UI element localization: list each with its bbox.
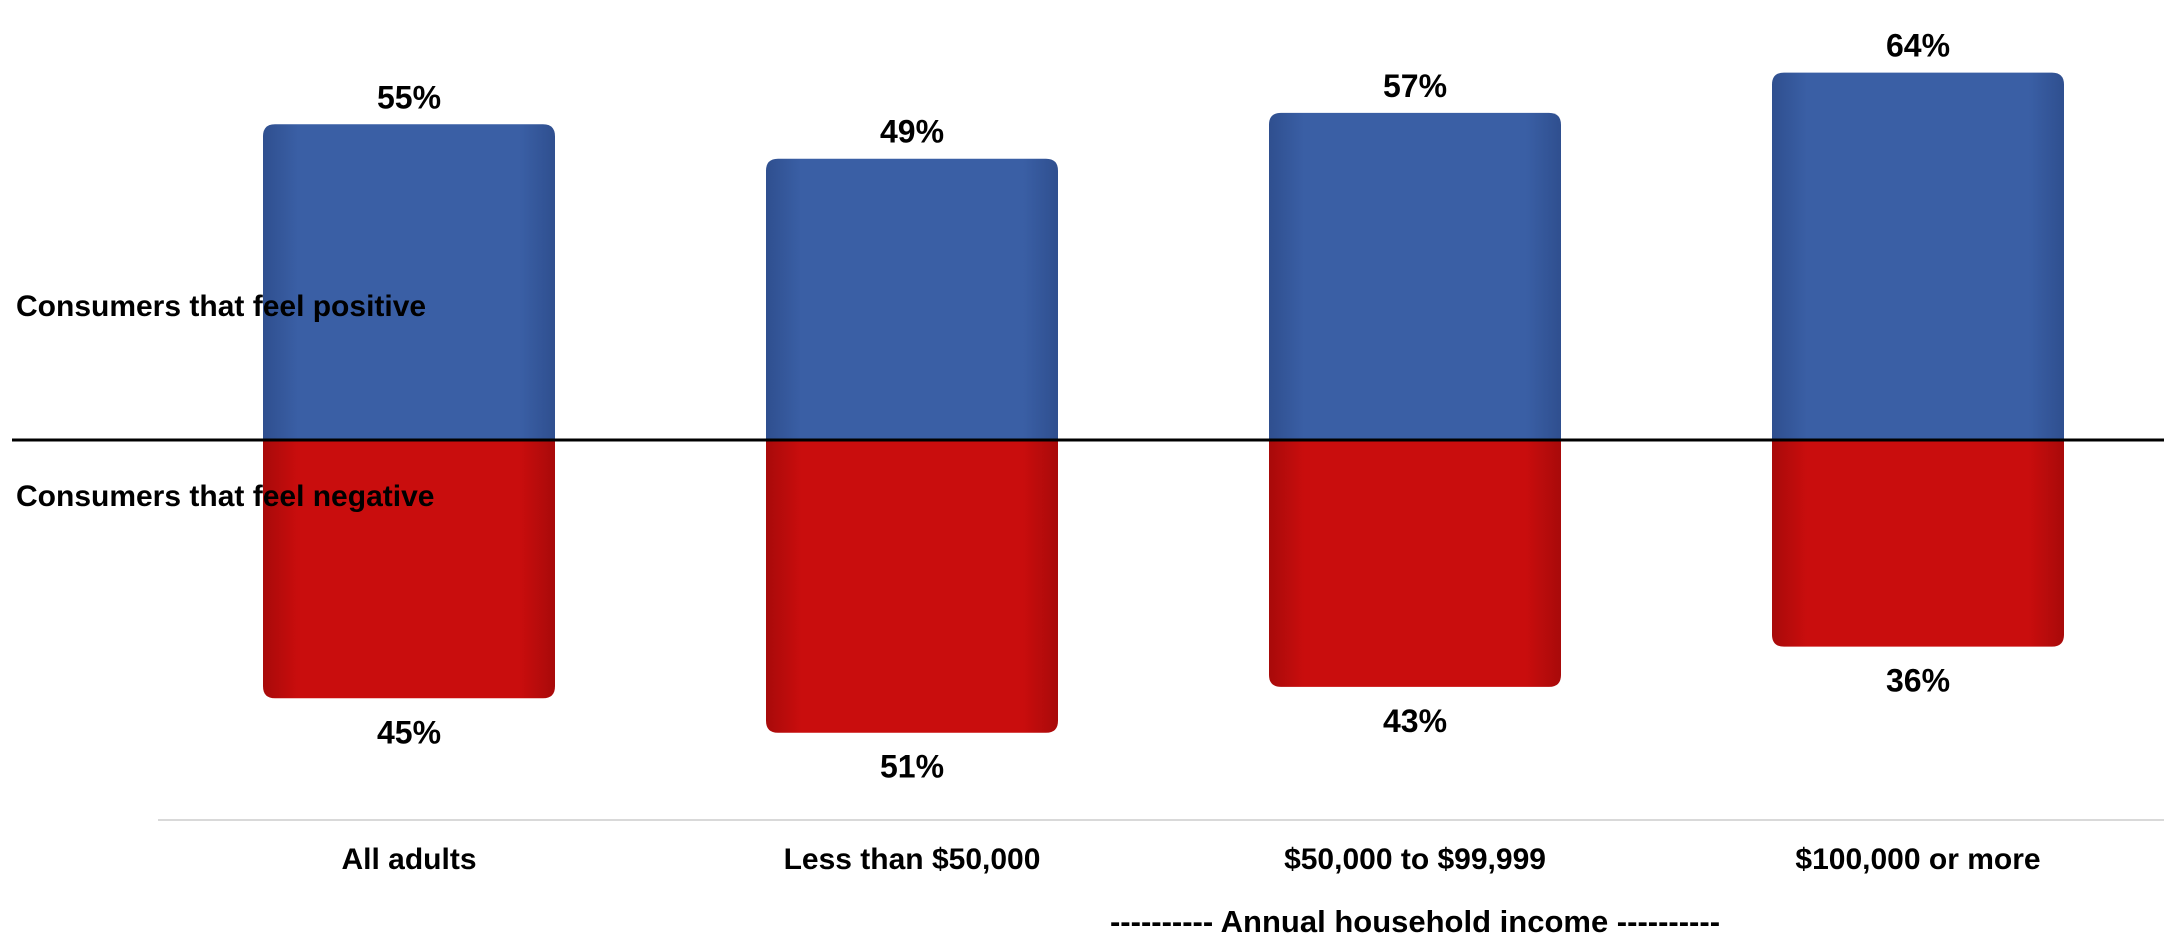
bar-positive-50-000-to-99-999 — [1269, 112, 1561, 440]
data-label-positive-50-000-to-99-999: 57% — [1383, 68, 1447, 104]
bar-positive-100-000-or-more — [1772, 72, 2064, 440]
bar-negative-all-adults — [263, 440, 555, 699]
category-label-all-adults: All adults — [341, 843, 476, 876]
category-label-100-000-or-more: $100,000 or more — [1795, 843, 2040, 876]
x-axis-title: ---------- Annual household income -----… — [1110, 904, 1720, 939]
bar-positive-less-than-50-000 — [766, 158, 1058, 441]
data-label-negative-50-000-to-99-999: 43% — [1383, 703, 1447, 739]
legend-negative-label: Consumers that feel negative — [16, 480, 435, 513]
bar-positive-all-adults — [263, 124, 555, 441]
data-label-negative-all-adults: 45% — [377, 714, 441, 750]
data-label-negative-less-than-50-000: 51% — [880, 749, 944, 785]
legend-positive-label: Consumers that feel positive — [16, 290, 427, 323]
data-label-negative-100-000-or-more: 36% — [1886, 663, 1950, 699]
data-label-positive-100-000-or-more: 64% — [1886, 28, 1950, 64]
bar-negative-less-than-50-000 — [766, 440, 1058, 733]
bars-layer — [263, 72, 2064, 733]
data-label-positive-all-adults: 55% — [377, 79, 441, 115]
bar-negative-50-000-to-99-999 — [1269, 440, 1561, 687]
category-label-less-than-50-000: Less than $50,000 — [784, 843, 1041, 876]
data-label-positive-less-than-50-000: 49% — [880, 114, 944, 150]
labels-layer: 55% 45% All adults 49% 51% Less than $50,000 5… — [341, 28, 2040, 876]
bar-negative-100-000-or-more — [1772, 440, 2064, 647]
category-label-50-000-to-99-999: $50,000 to $99,999 — [1284, 843, 1546, 876]
